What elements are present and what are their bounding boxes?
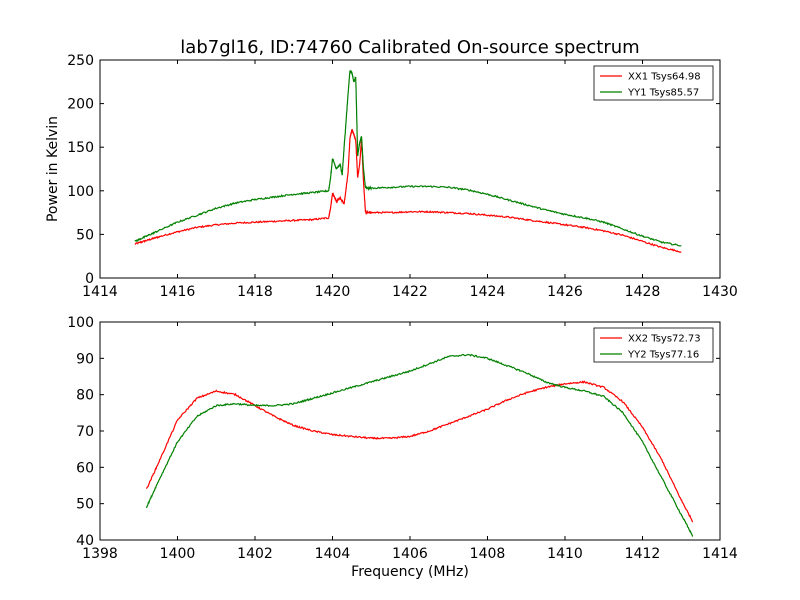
x-tick-label: 1406 — [392, 546, 428, 562]
legend-label: XX2 Tsys72.73 — [628, 334, 701, 345]
y-tick-label: 60 — [76, 460, 94, 476]
x-tick-label: 1418 — [237, 284, 273, 300]
y-tick-label: 100 — [67, 315, 94, 331]
x-tick-label: 1428 — [625, 284, 661, 300]
x-tick-label: 1402 — [237, 546, 273, 562]
x-tick-label: 1408 — [470, 546, 506, 562]
y-tick-label: 70 — [76, 424, 94, 440]
x-tick-label: 1426 — [547, 284, 583, 300]
x-tick-label: 1416 — [160, 284, 196, 300]
y-tick-label: 100 — [67, 184, 94, 200]
legend-box — [593, 65, 714, 101]
x-tick-label: 1422 — [392, 284, 428, 300]
y-tick-label: 80 — [76, 388, 94, 404]
y-tick-label: 200 — [67, 97, 94, 113]
y-tick-label: 40 — [76, 533, 94, 549]
y-tick-label: 150 — [67, 140, 94, 156]
bottom-spectrum-panel: 1398 1400 1402 1404 1406 1408 1410 1412 1414 40 50… — [67, 315, 738, 580]
x-tick-label: 1430 — [702, 284, 738, 300]
x-tick-label: 1404 — [315, 546, 351, 562]
series-line-0-1 — [134, 70, 682, 247]
top-spectrum-panel: 1414 1416 1418 1420 1422 1424 1426 1428 1430 0 50 1… — [45, 53, 738, 300]
y-tick-label: 250 — [67, 53, 94, 69]
x-tick-label: 1410 — [547, 546, 583, 562]
legend-box — [593, 327, 714, 363]
series-line-1-1 — [145, 353, 694, 537]
series-line-1-0 — [145, 380, 694, 523]
x-tick-label: 1424 — [470, 284, 506, 300]
legend-label: XX1 Tsys64.98 — [628, 72, 701, 83]
legend-label: YY2 Tsys77.16 — [627, 350, 699, 361]
series-line-0-0 — [134, 128, 682, 253]
x-tick-label: 1414 — [702, 546, 738, 562]
figure-title: lab7gl16, ID:74760 Calibrated On-source … — [180, 37, 639, 58]
y-tick-label: 90 — [76, 351, 94, 367]
x-tick-label: 1414 — [82, 284, 118, 300]
x-tick-label: 1412 — [625, 546, 661, 562]
y-tick-label: 0 — [85, 271, 94, 287]
y-tick-label: 50 — [76, 227, 94, 243]
x-tick-label: 1400 — [160, 546, 196, 562]
y-axis-label: Power in Kelvin — [45, 116, 61, 222]
y-tick-label: 50 — [76, 497, 94, 513]
x-tick-label: 1420 — [315, 284, 351, 300]
x-axis-label: Frequency (MHz) — [351, 564, 469, 580]
legend-label: YY1 Tsys85.57 — [627, 88, 699, 99]
x-tick-label: 1398 — [82, 546, 118, 562]
